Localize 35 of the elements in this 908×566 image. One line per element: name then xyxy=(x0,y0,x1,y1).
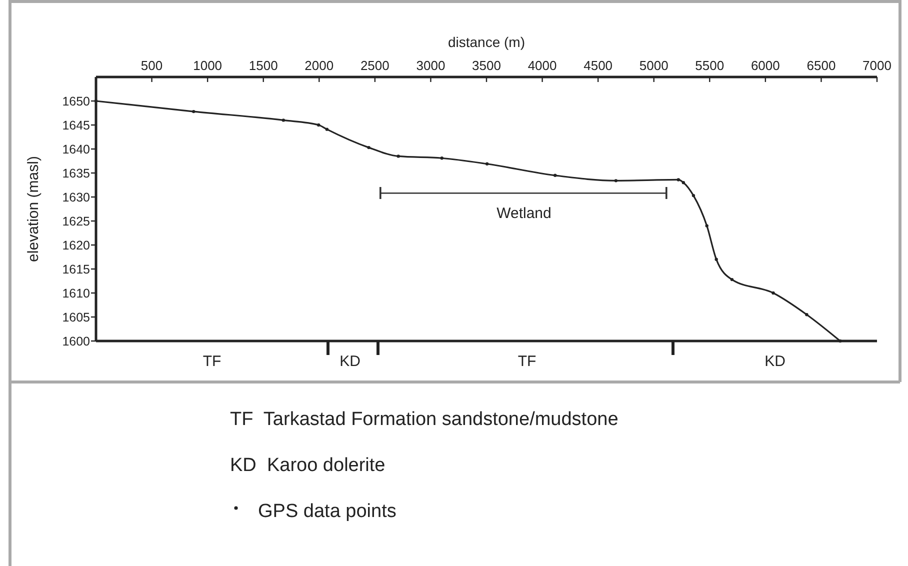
x-tick-label: 1500 xyxy=(248,58,278,73)
y-tick-label: 1610 xyxy=(62,286,90,300)
x-tick-label: 6000 xyxy=(750,58,780,73)
x-tick-label: 4500 xyxy=(584,58,613,73)
x-tick-label: 3500 xyxy=(472,58,501,73)
x-tick-label: 500 xyxy=(140,58,163,73)
y-tick-label: 1615 xyxy=(62,262,90,276)
x-tick-label: 6500 xyxy=(806,58,836,73)
x-axis-title: distance (m) xyxy=(448,34,526,50)
text: KD xyxy=(764,353,786,370)
text: TF Tarkastad Formation sandstone/mudstone xyxy=(230,409,618,430)
y-tick-label: 1605 xyxy=(62,310,90,324)
y-tick-label: 1645 xyxy=(62,118,90,132)
annotation: Wetland xyxy=(496,205,552,222)
x-tick-label: 1000 xyxy=(193,58,222,73)
text: KD Karoo dolerite xyxy=(230,455,386,476)
text: TF xyxy=(518,353,536,370)
x-tick-label: 3000 xyxy=(416,58,446,73)
text: KD xyxy=(340,353,361,370)
y-tick-label: 1600 xyxy=(62,334,90,348)
x-tick-label: 2000 xyxy=(304,58,334,73)
x-tick-label: 5500 xyxy=(695,58,724,73)
y-tick-label: 1640 xyxy=(62,142,90,156)
y-tick-label: 1620 xyxy=(62,238,90,252)
x-tick-label: 2500 xyxy=(360,58,390,73)
x-tick-label: 5000 xyxy=(639,58,668,73)
y-tick-label: 1635 xyxy=(62,166,90,180)
y-tick-label: 1650 xyxy=(62,94,90,108)
x-tick-label: 7000 xyxy=(862,58,892,73)
text: TF xyxy=(202,353,222,370)
y-axis-title: elevation (masl) xyxy=(25,156,42,262)
y-tick-label: 1625 xyxy=(62,214,90,228)
y-tick-label: 1630 xyxy=(62,190,90,204)
x-tick-label: 4000 xyxy=(528,58,557,73)
legend-label: GPS data points xyxy=(258,501,396,522)
